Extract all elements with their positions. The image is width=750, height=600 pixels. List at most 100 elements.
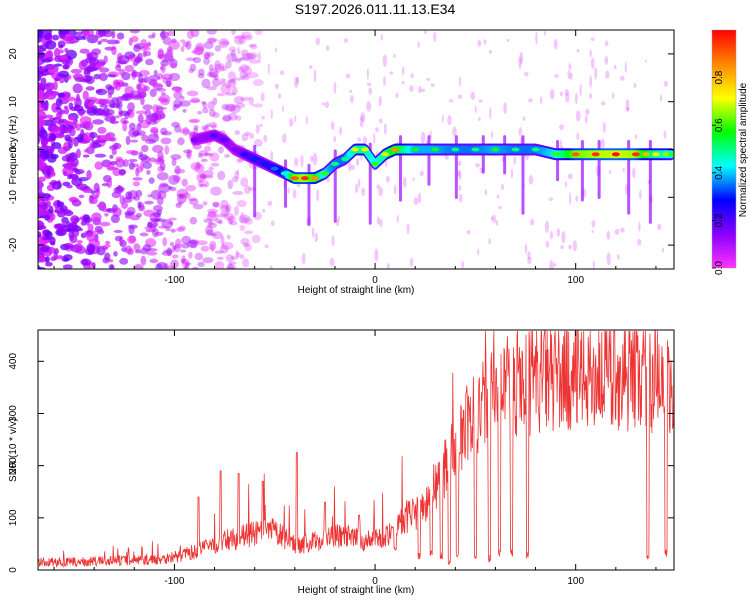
spectrogram-noise-blob [549, 260, 554, 269]
spectrogram-noise-blob [234, 130, 241, 135]
spectrogram-noise-blob [124, 212, 132, 219]
ridge-point [260, 161, 269, 166]
spectrogram-noise-blob [41, 58, 52, 63]
spectrogram-noise-blob [625, 99, 630, 112]
spectrogram-noise-blob [195, 42, 205, 52]
spectrogram-noise-blob [45, 91, 57, 100]
ridge-point [471, 147, 480, 152]
spectrogram-noise-blob [115, 115, 120, 119]
ridge-point [350, 147, 359, 152]
spectrogram-noise-blob [166, 77, 172, 88]
spectrogram-noise-blob [267, 200, 273, 206]
spectrogram-noise-blob [376, 184, 381, 190]
spectrogram-noise-blob [220, 236, 225, 246]
spectrogram-noise-blob [91, 212, 102, 222]
spectrogram-noise-blob [235, 115, 242, 121]
spectrogram-noise-blob [49, 125, 57, 132]
spectrogram-xtick-label: -100 [164, 275, 184, 286]
spectrogram-noise-blob [62, 264, 73, 269]
spectrogram-noise-blob [182, 149, 193, 154]
spectrogram-noise-blob [503, 102, 507, 115]
spectrogram-noise-blob [38, 207, 44, 217]
colorbar-label: Normalized spectral amplitude [738, 82, 749, 217]
spectrogram-noise-blob [478, 99, 483, 103]
spectrogram-noise-blob [96, 229, 105, 235]
spectrogram-noise-blob [138, 151, 143, 158]
spectrogram-noise-blob [131, 69, 138, 78]
spectrogram-noise-blob [296, 76, 300, 84]
spectrogram-noise-blob [242, 258, 250, 268]
spectrogram-noise-blob [190, 97, 200, 104]
spectrogram-noise-blob [333, 135, 337, 143]
spectrogram-noise-blob [176, 193, 187, 204]
spectrogram-noise-blob [362, 136, 368, 145]
spectrogram-noise-blob [314, 232, 319, 243]
spectrogram-noise-blob [410, 73, 414, 79]
spectrogram-noise-blob [152, 104, 160, 113]
spectrogram-noise-blob [100, 38, 109, 43]
spectrogram-noise-blob [38, 102, 42, 110]
spectrogram-noise-blob [258, 50, 261, 64]
spectrogram-noise-blob [218, 146, 224, 154]
spectrogram-noise-blob [620, 227, 625, 233]
spectrogram-noise-blob [203, 57, 210, 65]
spectrogram-noise-blob [528, 98, 533, 103]
spectrogram-noise-blob [173, 243, 181, 253]
spectrogram-noise-blob [189, 119, 199, 123]
spectrogram-noise-blob [143, 76, 150, 84]
spectrogram-noise-blob [202, 175, 214, 179]
spectrogram-noise-blob [199, 173, 207, 180]
spectrogram-noise-blob [565, 92, 570, 103]
spectrogram-noise-blob [261, 115, 265, 120]
spectrogram-noise-blob [203, 145, 212, 152]
spectrogram-noise-blob [165, 226, 171, 232]
spectrogram-noise-blob [193, 124, 199, 131]
spectrogram-noise-blob [44, 214, 51, 221]
spectrogram-noise-blob [75, 123, 81, 131]
spectrogram-streak [284, 159, 288, 208]
spectrogram-noise-blob [131, 163, 140, 168]
spectrogram-noise-blob [206, 229, 214, 236]
spectrogram-noise-blob [109, 136, 117, 142]
spectrogram-noise-blob [72, 73, 84, 80]
spectrogram-noise-blob [192, 47, 204, 56]
spectrogram-noise-blob [337, 215, 340, 222]
spectrogram-noise-blob [197, 152, 204, 159]
spectrogram-noise-blob [72, 83, 83, 94]
ridge-point [667, 152, 674, 157]
spectrogram-noise-blob [165, 80, 172, 87]
ridge-point [340, 157, 349, 162]
spectrogram-noise-blob [207, 208, 219, 214]
spectrogram-noise-blob [38, 110, 46, 120]
spectrogram-noise-blob [292, 189, 297, 199]
spectrogram-noise-blob [186, 240, 198, 248]
colorbar-tick-label: 0.4 [714, 165, 725, 179]
spectrogram-noise-blob [189, 239, 198, 249]
spectrogram-noise-blob [240, 237, 250, 245]
spectrogram-noise-blob [203, 153, 214, 157]
spectrogram-noise-blob [564, 181, 568, 188]
spectrogram-noise-blob [180, 95, 185, 101]
spectrogram-noise-blob [217, 220, 223, 225]
spectrogram-noise-blob [63, 258, 70, 262]
spectrogram-noise-blob [217, 170, 226, 181]
spectrogram-noise-blob [141, 144, 149, 153]
spectrogram-noise-blob [233, 77, 243, 81]
ridge-point [551, 152, 560, 157]
spectrogram-noise-blob [174, 238, 182, 249]
spectrogram-noise-blob [107, 258, 114, 263]
spectrogram-noise-blob [368, 87, 373, 95]
spectrogram-noise-blob [263, 134, 268, 143]
spectrogram-noise-blob [412, 177, 415, 182]
spectrogram-noise-blob [161, 73, 174, 80]
spectrogram-noise-blob [136, 123, 142, 132]
spectrogram-noise-blob [142, 104, 153, 111]
spectrogram-xtick-label: 100 [567, 275, 584, 286]
spectrogram-noise-blob [38, 176, 46, 182]
spectrogram-noise-blob [168, 217, 177, 221]
spectrogram-noise-blob [140, 39, 147, 45]
snr-ytick-label: 100 [8, 509, 19, 526]
spectrogram-noise-blob [147, 221, 153, 229]
spectrogram-noise-blob [282, 105, 285, 113]
spectrogram-noise-blob [84, 149, 89, 153]
